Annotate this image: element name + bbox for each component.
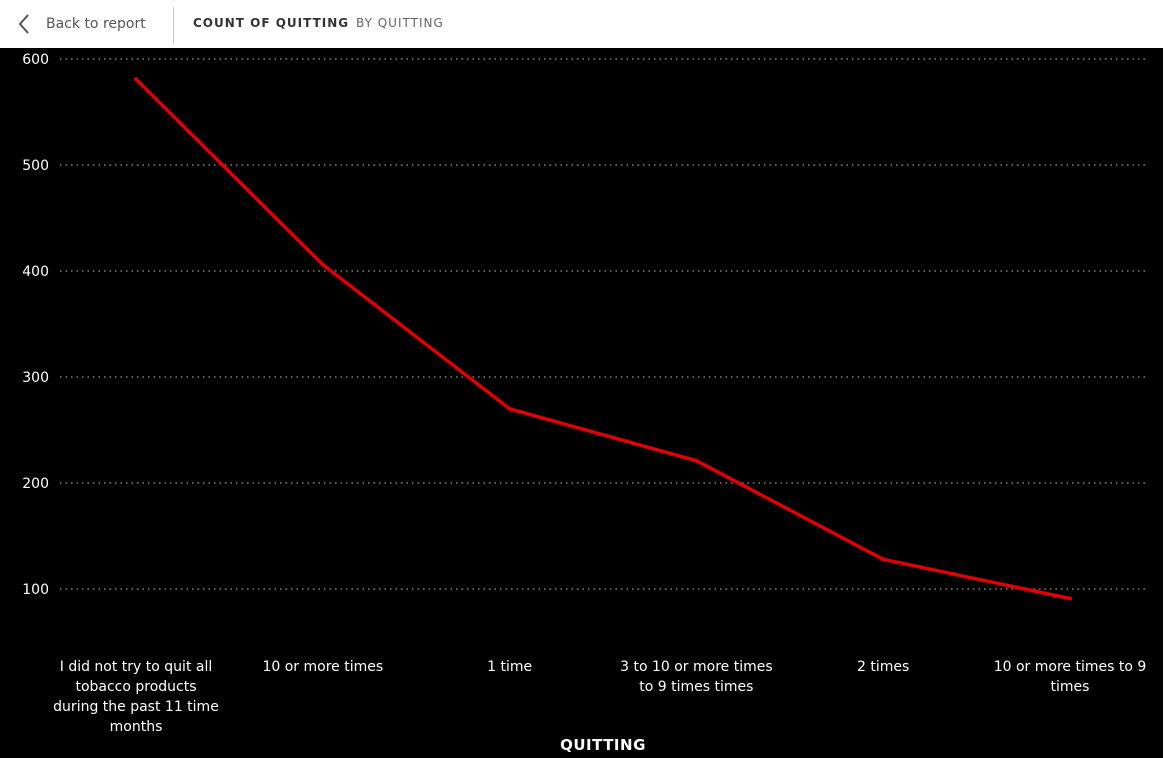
- x-tick-label: 1 time: [487, 659, 533, 675]
- y-tick-label: 200: [22, 476, 49, 492]
- window-edge: [1163, 0, 1165, 758]
- y-tick-label: 600: [22, 52, 49, 68]
- data-point[interactable]: [1068, 596, 1072, 601]
- page-subtitle: BY QUITTING: [356, 16, 444, 30]
- y-tick-label: 400: [22, 264, 49, 280]
- data-point[interactable]: [507, 406, 512, 411]
- data-point[interactable]: [694, 458, 699, 463]
- x-tick-label: 10 or more times to 9 times: [993, 659, 1147, 695]
- top-bar: Back to report COUNT OF QUITTING BY QUIT…: [0, 0, 1165, 48]
- header-divider: [173, 7, 174, 44]
- y-tick-label: 100: [22, 582, 49, 598]
- x-tick-label: 3 to 10 or more times to 9 times times: [620, 659, 773, 695]
- x-tick-label: 2 times: [857, 659, 910, 675]
- x-tick-label: 10 or more times: [262, 659, 384, 675]
- series-line[interactable]: [134, 77, 1071, 601]
- chevron-left-icon: [18, 13, 30, 35]
- y-tick-label: 500: [22, 158, 49, 174]
- back-to-report-label: Back to report: [46, 16, 146, 32]
- data-point[interactable]: [134, 77, 138, 82]
- back-to-report-button[interactable]: Back to report: [18, 10, 146, 38]
- y-tick-label: 300: [22, 370, 49, 386]
- data-point[interactable]: [881, 557, 886, 562]
- page-title: COUNT OF QUITTING: [193, 16, 350, 30]
- x-axis-title: QUITTING: [560, 736, 646, 754]
- data-point[interactable]: [320, 262, 325, 267]
- x-tick-label: I did not try to quit all tobacco produc…: [53, 659, 219, 735]
